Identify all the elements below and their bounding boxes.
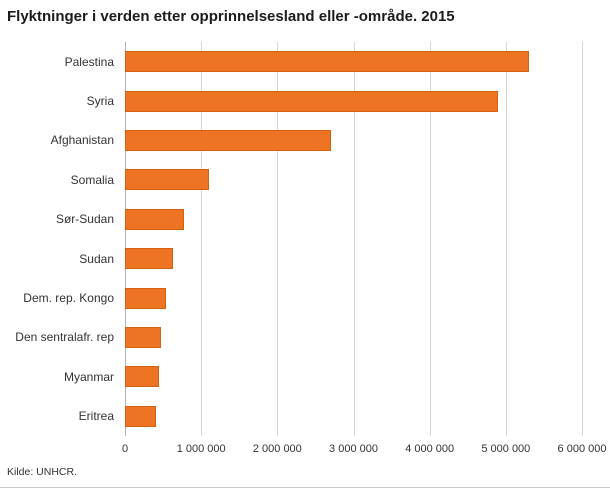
gridline	[582, 42, 583, 436]
plot-area: Palestina Syria Afghanistan Somalia Sør-Suda…	[15, 42, 583, 436]
bar-row	[125, 239, 582, 278]
category-label: Afghanistan	[50, 133, 114, 148]
x-tick-label: 0	[121, 443, 129, 455]
bar	[125, 129, 331, 151]
bar-row	[125, 357, 582, 396]
bar-row	[125, 160, 582, 199]
bar-row	[125, 81, 582, 120]
bar	[125, 90, 499, 112]
category-label: Palestina	[64, 54, 114, 69]
category-label: Dem. rep. Kongo	[23, 291, 114, 306]
category-label: Eritrea	[78, 409, 114, 424]
gridline	[353, 42, 355, 436]
category-label: Syria	[86, 94, 114, 109]
gridline	[505, 42, 507, 436]
bar	[125, 287, 167, 309]
bar	[125, 51, 529, 73]
chart-title: Flyktninger i verden etter opprinnelsesl…	[7, 8, 455, 25]
gridline	[201, 42, 203, 436]
category-label: Den sentralafr. rep	[15, 330, 114, 345]
axis-zero-line	[125, 42, 126, 436]
bar-row	[125, 318, 582, 357]
source-note: Kilde: UNHCR.	[7, 466, 78, 478]
bar	[125, 208, 185, 230]
bar-row	[125, 397, 582, 436]
bar-row	[125, 200, 582, 239]
bar	[125, 169, 209, 191]
bar	[125, 326, 161, 348]
x-axis: 0 1 000 000 2 000 000 3 000 000 4 000 000 5 0…	[121, 443, 607, 459]
bar-chart: Palestina Syria Afghanistan Somalia Sør-Suda…	[15, 42, 607, 459]
category-label: Somalia	[70, 172, 114, 187]
x-tick-label: 2 000 000	[252, 443, 302, 455]
bar	[125, 405, 157, 427]
gridline	[277, 42, 279, 436]
x-tick-label: 5 000 000	[481, 443, 531, 455]
x-tick-label: 4 000 000	[405, 443, 455, 455]
bar-row	[125, 278, 582, 317]
category-label: Sør-Sudan	[55, 212, 114, 227]
bar	[125, 248, 173, 270]
x-tick-label: 6 000 000	[557, 443, 607, 455]
category-label: Myanmar	[63, 369, 114, 384]
bar-row	[125, 42, 582, 81]
bar-row	[125, 121, 582, 160]
x-tick-label: 1 000 000	[176, 443, 226, 455]
category-label: Sudan	[79, 251, 114, 266]
bar	[125, 366, 160, 388]
gridline	[429, 42, 431, 436]
x-tick-label: 3 000 000	[329, 443, 378, 455]
